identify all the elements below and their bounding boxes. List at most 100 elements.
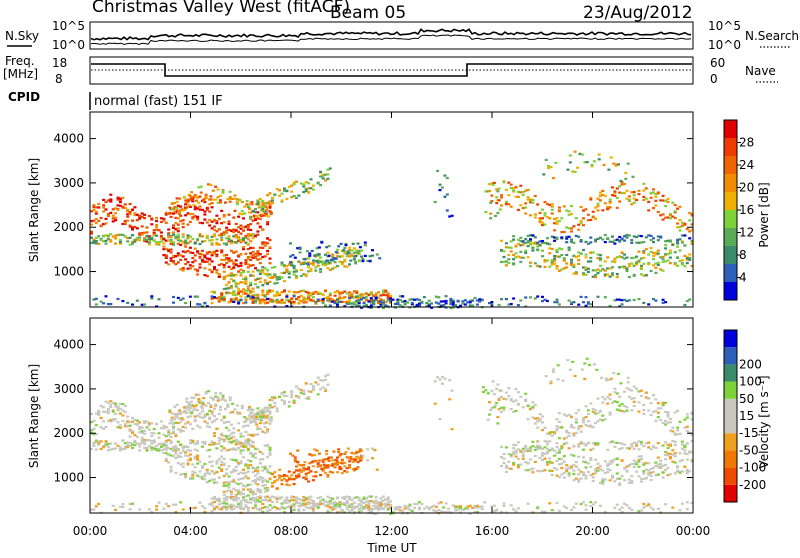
power-cell xyxy=(283,290,286,292)
power-cell xyxy=(341,255,344,257)
velocity-cell xyxy=(626,470,629,472)
velocity-cell xyxy=(270,420,273,422)
velocity-cell xyxy=(199,413,202,415)
velocity-cell xyxy=(271,473,274,475)
velocity-cell xyxy=(568,432,571,434)
power-cell xyxy=(285,198,288,200)
power-cell xyxy=(218,228,221,230)
velocity-cell xyxy=(664,423,667,425)
velocity-cell xyxy=(290,390,293,392)
power-cell xyxy=(507,203,510,205)
velocity-cell xyxy=(481,508,484,510)
power-cell xyxy=(674,217,677,219)
power-cell xyxy=(304,258,307,260)
power-cell xyxy=(572,242,575,244)
velocity-cell xyxy=(560,445,563,447)
velocity-cell xyxy=(249,502,252,504)
velocity-cell xyxy=(232,436,235,438)
velocity-cell xyxy=(223,458,226,460)
velocity-cell xyxy=(136,436,139,438)
nsky-trace xyxy=(91,29,691,40)
power-cell xyxy=(623,192,626,194)
velocity-cell xyxy=(577,480,580,482)
velocity-cell xyxy=(203,475,206,477)
power-cell xyxy=(168,212,171,214)
velocity-cell xyxy=(582,501,585,503)
velocity-cell xyxy=(225,503,228,505)
power-cell xyxy=(524,206,527,208)
velocity-cell xyxy=(240,452,243,454)
power-cell xyxy=(446,177,449,179)
velocity-cell xyxy=(150,435,153,437)
power-cell xyxy=(273,266,276,268)
power-cell xyxy=(247,226,250,228)
power-cell xyxy=(647,254,650,256)
power-cell xyxy=(184,240,187,242)
velocity-cell xyxy=(640,455,643,457)
power-cell xyxy=(259,277,262,279)
power-cell xyxy=(213,234,216,236)
power-cell xyxy=(228,235,231,237)
power-cell xyxy=(611,236,614,238)
velocity-cell xyxy=(160,420,163,422)
velocity-cell xyxy=(131,503,134,505)
power-cell xyxy=(507,194,510,196)
velocity-cell xyxy=(215,481,218,483)
power-cell xyxy=(138,239,141,241)
power-cell xyxy=(536,295,539,297)
velocity-cell xyxy=(254,453,257,455)
power-cell xyxy=(228,281,231,283)
velocity-cell xyxy=(235,495,238,497)
power-cell xyxy=(556,223,559,225)
velocity-cell xyxy=(199,461,202,463)
power-cell xyxy=(187,224,190,226)
power-cell xyxy=(360,256,363,258)
power-cell xyxy=(97,220,100,222)
power-cell xyxy=(503,256,506,258)
velocity-cell xyxy=(594,472,597,474)
velocity-cell xyxy=(254,457,257,459)
power-cell xyxy=(642,263,645,265)
velocity-cell xyxy=(671,427,674,429)
velocity-cell xyxy=(507,395,510,397)
velocity-cell xyxy=(577,446,580,448)
power-cell xyxy=(589,241,592,243)
power-cell xyxy=(238,199,241,201)
velocity-cell xyxy=(436,376,439,378)
nsearch-tick-top: 10^5 xyxy=(708,19,741,33)
velocity-cell xyxy=(109,443,112,445)
power-cell xyxy=(223,266,226,268)
velocity-cell xyxy=(228,465,231,467)
power-cell xyxy=(170,251,173,253)
velocity-cell xyxy=(647,446,650,448)
power-cell xyxy=(545,159,548,161)
power-cell xyxy=(536,203,539,205)
power-cell xyxy=(285,295,288,297)
power-cell xyxy=(688,219,691,221)
velocity-cell xyxy=(512,462,515,464)
power-cell xyxy=(211,243,214,245)
power-cell xyxy=(589,303,592,305)
velocity-cell xyxy=(176,414,179,416)
velocity-cell xyxy=(141,427,144,429)
power-cell xyxy=(189,221,192,223)
velocity-cell xyxy=(545,375,548,377)
velocity-cell xyxy=(195,409,198,411)
velocity-cell xyxy=(307,468,310,470)
power-cell xyxy=(434,201,437,203)
power-cell xyxy=(642,190,645,192)
velocity-cell xyxy=(256,419,259,421)
power-cell xyxy=(249,216,252,218)
power-cell xyxy=(522,194,525,196)
power-cell xyxy=(364,244,367,246)
velocity-cell xyxy=(319,464,322,466)
velocity-cell xyxy=(255,424,258,426)
power-cell xyxy=(364,255,367,257)
power-cell xyxy=(182,236,185,238)
power-cell xyxy=(201,235,204,237)
velocity-cell xyxy=(143,440,146,442)
power-cell xyxy=(211,260,214,262)
velocity-cell xyxy=(627,381,630,383)
power-cell xyxy=(351,293,354,295)
power-cell xyxy=(674,251,677,253)
